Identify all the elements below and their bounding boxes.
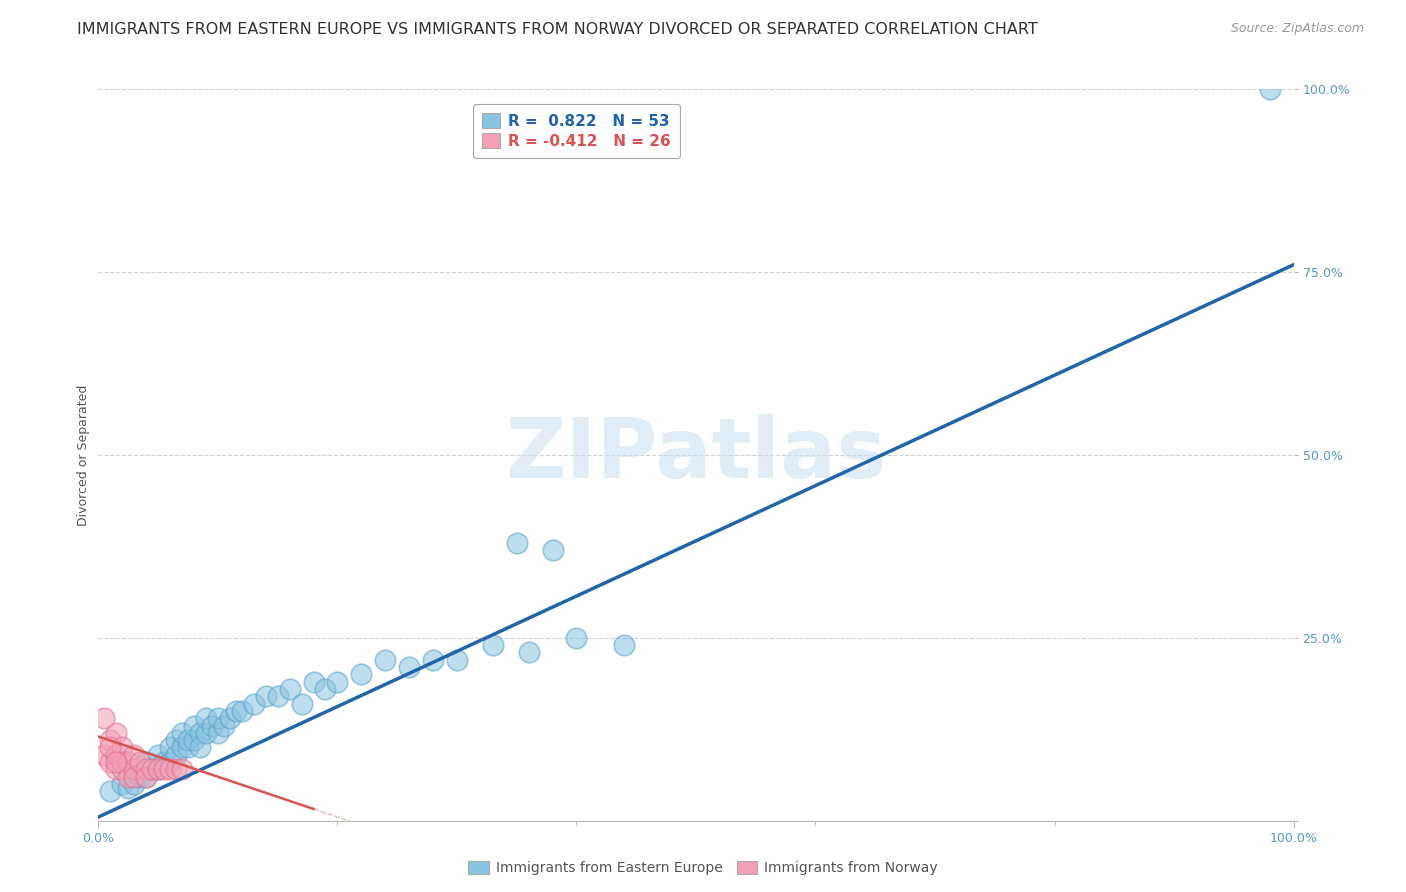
Point <box>172 726 194 740</box>
Point <box>148 763 170 777</box>
Point <box>350 667 373 681</box>
Point <box>98 740 122 755</box>
Point <box>177 740 200 755</box>
Point <box>124 763 146 777</box>
Point <box>212 718 235 732</box>
Point <box>183 733 205 747</box>
Text: ZIPatlas: ZIPatlas <box>506 415 886 495</box>
Point <box>188 740 211 755</box>
Point <box>1258 82 1281 96</box>
Point <box>159 763 181 777</box>
Point <box>135 770 157 784</box>
Point <box>124 763 146 777</box>
Point <box>124 777 146 791</box>
Point <box>243 697 266 711</box>
Point <box>613 638 636 652</box>
Point <box>291 697 314 711</box>
Point <box>165 747 187 762</box>
Point <box>541 543 564 558</box>
Point <box>195 726 218 740</box>
Point <box>481 638 505 652</box>
Point <box>105 747 128 762</box>
Point <box>195 711 218 725</box>
Point <box>225 704 247 718</box>
Point <box>111 777 134 791</box>
Point <box>124 747 146 762</box>
Point <box>93 711 115 725</box>
Point <box>398 660 420 674</box>
Point <box>231 704 253 718</box>
Point <box>98 755 122 769</box>
Point <box>141 763 163 777</box>
Point <box>148 747 170 762</box>
Point <box>129 755 152 769</box>
Point <box>326 674 349 689</box>
Point <box>207 726 229 740</box>
Point <box>422 653 444 667</box>
Text: Source: ZipAtlas.com: Source: ZipAtlas.com <box>1230 22 1364 36</box>
Point <box>117 780 139 795</box>
Point <box>111 740 134 755</box>
Legend: R =  0.822   N = 53, R = -0.412   N = 26: R = 0.822 N = 53, R = -0.412 N = 26 <box>472 104 681 158</box>
Legend: Immigrants from Eastern Europe, Immigrants from Norway: Immigrants from Eastern Europe, Immigran… <box>463 855 943 880</box>
Point <box>93 747 115 762</box>
Point <box>177 733 200 747</box>
Point <box>165 733 187 747</box>
Point <box>565 631 588 645</box>
Point <box>105 755 128 769</box>
Point <box>219 711 242 725</box>
Point <box>135 763 157 777</box>
Point <box>183 718 205 732</box>
Point <box>111 755 134 769</box>
Point <box>188 726 211 740</box>
Point <box>105 726 128 740</box>
Point <box>506 535 529 549</box>
Point <box>315 681 337 696</box>
Point <box>278 681 301 696</box>
Point <box>98 784 122 798</box>
Point <box>374 653 396 667</box>
Point <box>148 763 170 777</box>
Point <box>165 763 187 777</box>
Point <box>117 770 139 784</box>
Point <box>302 674 325 689</box>
Point <box>446 653 468 667</box>
Point <box>111 763 134 777</box>
Point <box>172 763 194 777</box>
Point <box>159 755 181 769</box>
Point <box>517 645 540 659</box>
Point <box>254 690 277 704</box>
Point <box>172 740 194 755</box>
Point <box>153 755 176 769</box>
Y-axis label: Divorced or Separated: Divorced or Separated <box>77 384 90 525</box>
Point <box>105 763 128 777</box>
Point <box>153 763 176 777</box>
Point <box>207 711 229 725</box>
Point <box>117 755 139 769</box>
Point <box>135 755 157 769</box>
Point <box>124 770 146 784</box>
Point <box>267 690 290 704</box>
Point <box>98 733 122 747</box>
Point <box>135 770 157 784</box>
Point <box>129 770 152 784</box>
Point <box>201 718 224 732</box>
Point <box>159 740 181 755</box>
Text: IMMIGRANTS FROM EASTERN EUROPE VS IMMIGRANTS FROM NORWAY DIVORCED OR SEPARATED C: IMMIGRANTS FROM EASTERN EUROPE VS IMMIGR… <box>77 22 1038 37</box>
Point <box>141 763 163 777</box>
